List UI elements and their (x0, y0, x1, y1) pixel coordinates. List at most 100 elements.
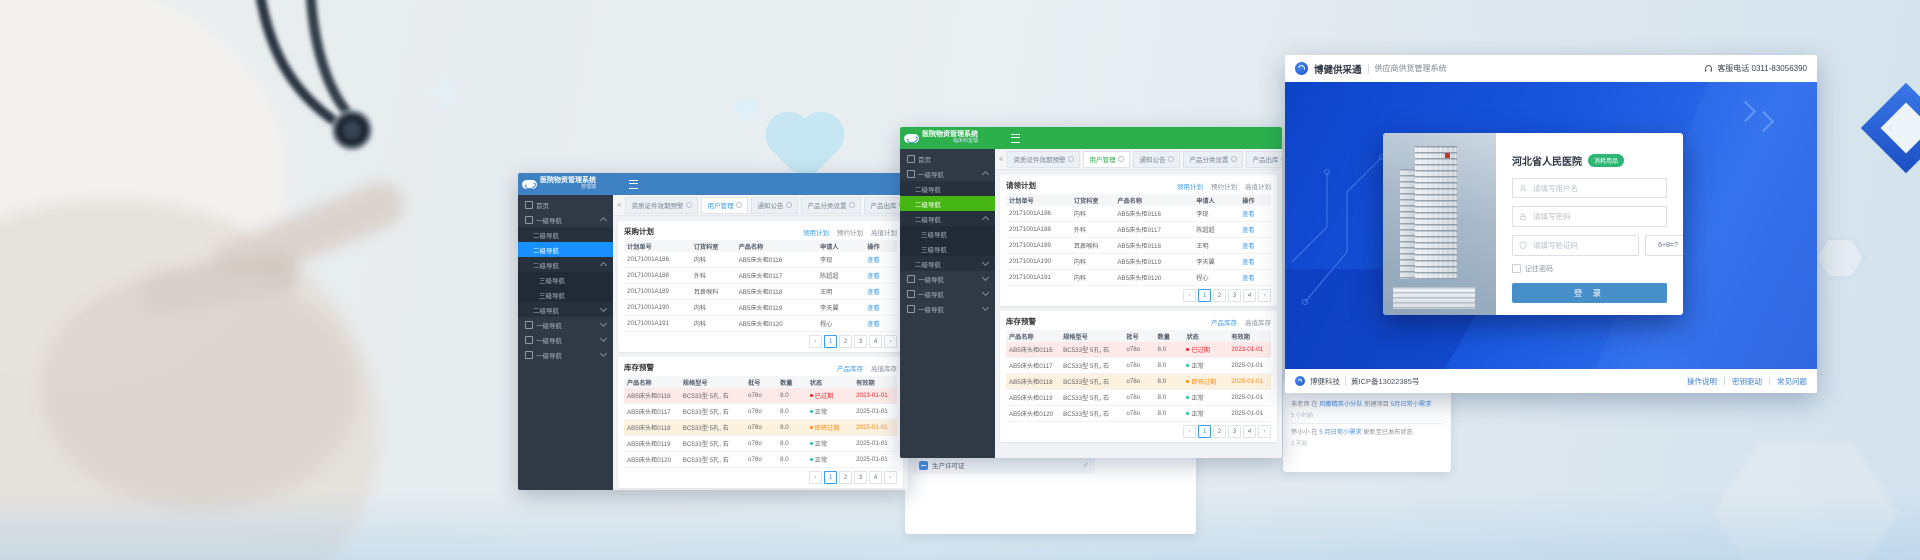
table-switch-link[interactable]: 领用计划 (1177, 183, 1203, 191)
sidebar-item-8[interactable]: 一级导航 (518, 317, 613, 332)
table-switch-link[interactable]: 产品库存 (837, 365, 863, 373)
sidebar-item-3[interactable]: 二级导航 (900, 196, 995, 211)
page-button[interactable]: 2 (839, 471, 852, 484)
feed-link[interactable]: 5月日常小需求 (1390, 401, 1432, 408)
feed-link[interactable]: 5 月日常小需求 (1319, 429, 1362, 436)
view-link[interactable]: 查看 (867, 273, 880, 280)
sidebar-item-9[interactable]: 一级导航 (518, 332, 613, 347)
sidebar-item-1[interactable]: 一级导航 (518, 212, 613, 227)
table-switch-link[interactable]: 预约计划 (837, 229, 863, 237)
captcha-input[interactable] (1531, 239, 1632, 251)
sidebar-item-5[interactable]: 三级导航 (900, 226, 995, 241)
page-button[interactable]: 4 (1243, 425, 1256, 438)
collapse-tabs-icon[interactable] (999, 155, 1003, 163)
view-link[interactable]: 查看 (1242, 211, 1255, 218)
tab-1[interactable]: 用户管理 (1083, 150, 1131, 168)
prev-page-button[interactable]: ‹ (1183, 289, 1196, 302)
sidebar-item-0[interactable]: 首页 (518, 197, 613, 212)
sidebar-item-4[interactable]: 二级导航 (518, 257, 613, 272)
page-button[interactable]: 3 (1228, 289, 1241, 302)
footer-link[interactable]: 密钥驱动 (1732, 376, 1762, 386)
tab-3[interactable]: 产品分类设置 (1183, 150, 1244, 168)
footer-link[interactable]: 常见问题 (1777, 376, 1807, 386)
view-link[interactable]: 查看 (867, 289, 880, 296)
tab-4[interactable]: 产品出库 (1246, 150, 1282, 168)
page-button[interactable]: 1 (1198, 289, 1211, 302)
prev-page-button[interactable]: ‹ (809, 471, 822, 484)
page-button[interactable]: 2 (1213, 289, 1226, 302)
table-switch-link[interactable]: 高值库存 (1245, 319, 1271, 327)
sidebar-item-7[interactable]: 二级导航 (900, 256, 995, 271)
next-page-button[interactable]: › (884, 335, 897, 348)
sidebar-item-3[interactable]: 二级导航 (518, 242, 613, 257)
next-page-button[interactable]: › (1258, 289, 1271, 302)
table-switch-link[interactable]: 高值计划 (871, 229, 897, 237)
table-switch-link[interactable]: 预约计划 (1211, 183, 1237, 191)
username-input[interactable] (1531, 182, 1660, 194)
feed-link[interactable]: 风徽精英小分队 (1319, 401, 1363, 408)
license-list-item[interactable]: 生产许可证 (913, 456, 1095, 474)
tab-0[interactable]: 资质证件效期预警 (625, 196, 699, 214)
sidebar-item-9[interactable]: 一级导航 (900, 286, 995, 301)
page-button[interactable]: 2 (1213, 425, 1226, 438)
tab-2[interactable]: 通知公告 (1133, 150, 1181, 168)
view-link[interactable]: 查看 (867, 305, 880, 312)
table-switch-link[interactable]: 领用计划 (803, 229, 829, 237)
sidebar-item-1[interactable]: 一级导航 (900, 166, 995, 181)
view-link[interactable]: 查看 (867, 321, 880, 328)
page-button[interactable]: 3 (1228, 425, 1241, 438)
tab-close-icon[interactable] (786, 202, 793, 208)
tab-close-icon[interactable] (1231, 156, 1238, 162)
view-link[interactable]: 查看 (1242, 227, 1255, 234)
menu-toggle-icon[interactable] (1011, 133, 1020, 143)
page-button[interactable]: 1 (1198, 425, 1211, 438)
tab-close-icon[interactable] (1118, 156, 1125, 162)
sidebar-item-10[interactable]: 一级导航 (900, 301, 995, 316)
sidebar-item-0[interactable]: 首页 (900, 151, 995, 166)
page-button[interactable]: 3 (854, 335, 867, 348)
page-button[interactable]: 1 (824, 471, 837, 484)
sidebar-item-10[interactable]: 一级导航 (518, 347, 613, 362)
tab-0[interactable]: 资质证件效期预警 (1007, 150, 1081, 168)
sidebar-item-6[interactable]: 三级导航 (900, 241, 995, 256)
sidebar-item-2[interactable]: 二级导航 (900, 181, 995, 196)
page-button[interactable]: 1 (824, 335, 837, 348)
tab-close-icon[interactable] (1281, 156, 1282, 162)
sidebar-item-5[interactable]: 三级导航 (518, 272, 613, 287)
password-input[interactable] (1531, 211, 1660, 223)
view-link[interactable]: 查看 (1242, 243, 1255, 250)
tab-close-icon[interactable] (736, 202, 743, 208)
tab-2[interactable]: 通知公告 (751, 196, 799, 214)
view-link[interactable]: 查看 (1242, 259, 1255, 266)
next-page-button[interactable]: › (1258, 425, 1271, 438)
tab-close-icon[interactable] (1168, 156, 1175, 162)
sidebar-item-7[interactable]: 二级导航 (518, 302, 613, 317)
next-page-button[interactable]: › (884, 471, 897, 484)
tab-1[interactable]: 用户管理 (701, 196, 749, 214)
collapse-tabs-icon[interactable] (617, 201, 621, 209)
captcha-question[interactable]: 6+8=? (1645, 234, 1683, 256)
table-switch-link[interactable]: 产品库存 (1211, 319, 1237, 327)
prev-page-button[interactable]: ‹ (1183, 425, 1196, 438)
login-button[interactable]: 登 录 (1512, 282, 1667, 303)
footer-link[interactable]: 操作说明 (1687, 376, 1717, 386)
sidebar-item-4[interactable]: 二级导航 (900, 211, 995, 226)
sidebar-item-6[interactable]: 三级导航 (518, 287, 613, 302)
page-button[interactable]: 4 (869, 335, 882, 348)
tab-close-icon[interactable] (849, 202, 856, 208)
tab-close-icon[interactable] (686, 202, 693, 208)
tab-3[interactable]: 产品分类设置 (801, 196, 862, 214)
page-button[interactable]: 2 (839, 335, 852, 348)
page-button[interactable]: 4 (869, 471, 882, 484)
sidebar-item-8[interactable]: 一级导航 (900, 271, 995, 286)
view-link[interactable]: 查看 (867, 257, 880, 264)
remember-checkbox[interactable] (1512, 264, 1521, 274)
table-switch-link[interactable]: 高值计划 (1245, 183, 1271, 191)
sidebar-item-2[interactable]: 二级导航 (518, 227, 613, 242)
tab-close-icon[interactable] (1068, 156, 1075, 162)
page-button[interactable]: 4 (1243, 289, 1256, 302)
view-link[interactable]: 查看 (1242, 275, 1255, 282)
table-switch-link[interactable]: 高值库存 (871, 365, 897, 373)
prev-page-button[interactable]: ‹ (809, 335, 822, 348)
menu-toggle-icon[interactable] (629, 179, 638, 189)
